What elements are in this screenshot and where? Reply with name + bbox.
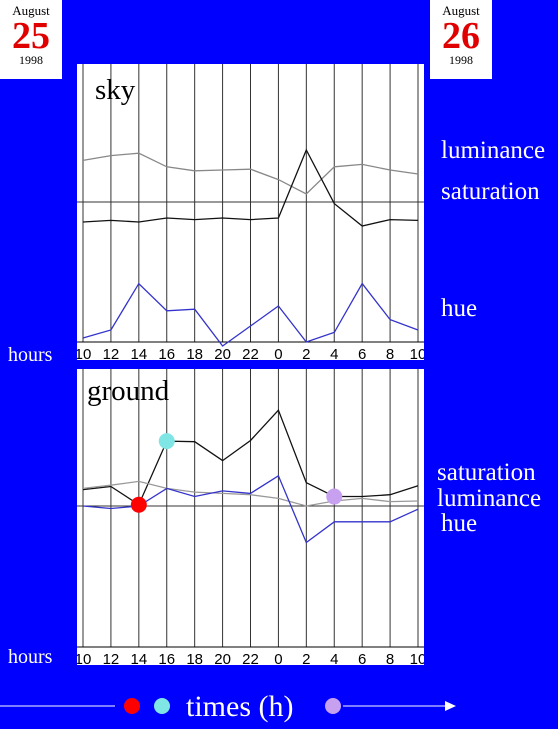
sky-chart-panel: 10 12 14 16 18 20 22 0 2 4 6 8 10 sky (77, 64, 424, 360)
chart1-marker-1 (158, 433, 175, 450)
ground-chart-title: ground (87, 375, 170, 407)
timeline-arrowhead-icon (445, 701, 456, 711)
chart1-tick-2: 14 (130, 651, 147, 665)
timeline-arrow (0, 698, 456, 714)
chart1-tick-8: 2 (302, 651, 310, 665)
chart1-marker-2 (326, 488, 343, 505)
end-day: 26 (442, 15, 480, 57)
timeline-marker-red (124, 698, 140, 714)
chart0-tick-4: 18 (186, 346, 203, 360)
chart0-tick-3: 16 (158, 346, 175, 360)
chart1-tick-11: 8 (386, 651, 394, 665)
chart0-tick-12: 10 (410, 346, 424, 360)
start-date-box: August 25 1998 (0, 0, 62, 79)
chart0-tick-11: 8 (386, 346, 394, 360)
start-year: 1998 (19, 53, 43, 67)
chart1-tick-12: 10 (410, 651, 424, 665)
chart0-tick-10: 6 (358, 346, 366, 360)
chart0-tick-2: 14 (130, 346, 147, 360)
chart0-series-luminance (82, 152, 419, 195)
ground-legend-hue: hue (441, 510, 478, 537)
ground-legend-saturation: saturation (437, 459, 536, 486)
start-day: 25 (12, 15, 50, 57)
chart0-tick-7: 0 (274, 346, 282, 360)
chart1-tick-10: 6 (358, 651, 366, 665)
sky-hours-label: hours (8, 344, 53, 366)
ground-legend-luminance: luminance (437, 485, 542, 512)
chart0-tick-5: 20 (214, 346, 231, 360)
chart1-tick-0: 10 (77, 651, 91, 665)
chart0-tick-9: 4 (330, 346, 338, 360)
sky-chart: 10 12 14 16 18 20 22 0 2 4 6 8 10 (77, 64, 424, 360)
chart0-series-hue (82, 282, 419, 347)
end-date-box: August 26 1998 (430, 0, 492, 79)
chart1-tick-6: 22 (242, 651, 259, 665)
chart1-tick-1: 12 (103, 651, 120, 665)
chart0-tick-8: 2 (302, 346, 310, 360)
times-label: times (h) (186, 690, 294, 723)
timeline-marker-cyan (154, 698, 170, 714)
sky-legend-luminance: luminance (441, 137, 546, 164)
chart0-tick-6: 22 (242, 346, 259, 360)
chart1-tick-3: 16 (158, 651, 175, 665)
end-year: 1998 (449, 53, 473, 67)
ground-hours-label: hours (8, 646, 53, 668)
sky-chart-title: sky (95, 74, 136, 106)
chart1-tick-4: 18 (186, 651, 203, 665)
sky-legend-saturation: saturation (441, 178, 540, 205)
chart1-tick-5: 20 (214, 651, 231, 665)
start-month: August (12, 3, 50, 18)
end-month: August (442, 3, 480, 18)
chart1-series-luminance (82, 480, 419, 507)
chart1-tick-7: 0 (274, 651, 282, 665)
chart0-tick-1: 12 (103, 346, 120, 360)
ground-chart-panel: 10 12 14 16 18 20 22 0 2 4 6 8 10 ground (77, 369, 424, 665)
chart1-marker-0 (130, 496, 147, 513)
chart1-tick-9: 4 (330, 651, 338, 665)
ground-chart: 10 12 14 16 18 20 22 0 2 4 6 8 10 (77, 369, 424, 665)
timeline-marker-violet (325, 698, 341, 714)
sky-legend-hue: hue (441, 295, 478, 322)
chart0-series-saturation (82, 148, 419, 227)
chart0-tick-0: 10 (77, 346, 91, 360)
